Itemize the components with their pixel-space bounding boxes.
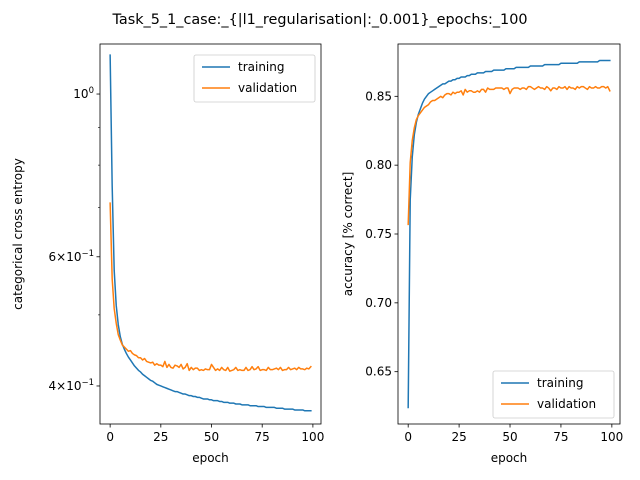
- right-plot-legend: training validation: [492, 370, 615, 419]
- right-plot-ytick-label: 0.75: [365, 227, 392, 241]
- right-plot-xtick-label: 0: [404, 430, 412, 444]
- left-plot-xlabel: epoch: [192, 451, 229, 465]
- left-plot-ytick-label: 100: [73, 86, 94, 101]
- left-plot-frame: [99, 43, 322, 425]
- right-plot-xtick-label: 50: [502, 430, 517, 444]
- right-plot-xtick-label: 75: [553, 430, 568, 444]
- left-plot-xtick-label: 100: [301, 430, 324, 444]
- figure-title: Task_5_1_case:_{|l1_regularisation|:_0.0…: [111, 12, 527, 28]
- right-plot-legend-label-training: training: [537, 376, 584, 390]
- left-plot-series-validation: [109, 202, 312, 372]
- right-plot-ytick-label: 0.65: [365, 365, 392, 379]
- right-plot-ytick-label: 0.70: [365, 296, 392, 310]
- left-plot-xtick-label: 50: [204, 430, 219, 444]
- left-plot-xtick-label: 25: [153, 430, 168, 444]
- left-plot-legend-label-validation: validation: [238, 81, 297, 95]
- left-plot-ytick-label: 4×10−1: [48, 378, 94, 393]
- right-plot-ylabel: accuracy [% correct]: [341, 172, 355, 297]
- left-plot-series-training: [109, 54, 312, 412]
- left-plot-xtick-label: 0: [106, 430, 114, 444]
- left-plot-ylabel: categorical cross entropy: [11, 158, 25, 310]
- right-plot-xtick-label: 100: [600, 430, 623, 444]
- right-plot-ytick-label: 0.85: [365, 89, 392, 103]
- right-plot-series-training: [407, 59, 611, 409]
- left-plot-ytick-label: 6×10−1: [48, 249, 94, 264]
- left-plot: 0 25 50 75 100 epoch 100 6×10−1 4×10−1 categorica…: [11, 43, 324, 465]
- right-plot-series-validation: [407, 85, 611, 226]
- right-plot-legend-label-validation: validation: [537, 397, 596, 411]
- left-plot-xtick-label: 75: [255, 430, 270, 444]
- right-plot-ytick-label: 0.80: [365, 158, 392, 172]
- left-plot-legend: training validation: [193, 54, 316, 103]
- right-plot: 0 25 50 75 100 epoch 0.65 0.70 0.75 0.80 0.85 accur…: [341, 43, 623, 465]
- right-plot-xlabel: epoch: [491, 451, 528, 465]
- right-plot-xtick-label: 25: [451, 430, 466, 444]
- left-plot-legend-label-training: training: [238, 60, 285, 74]
